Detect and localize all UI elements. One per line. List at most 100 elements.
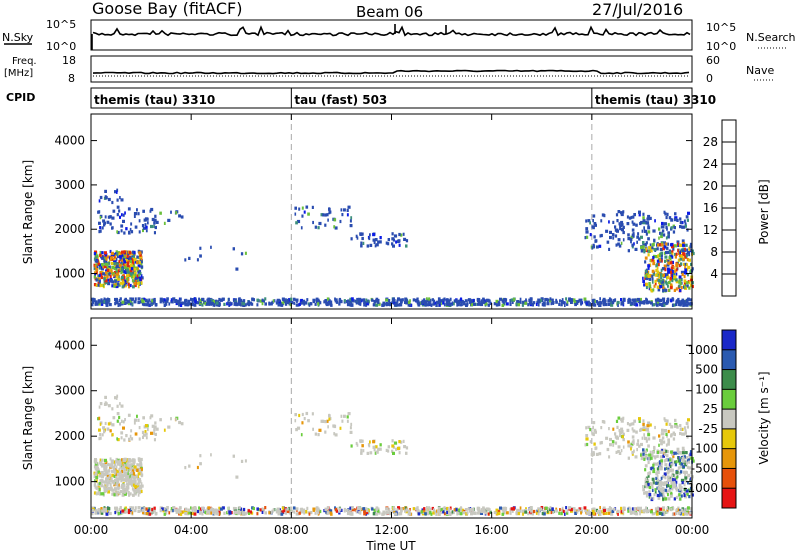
- power-mark: [150, 224, 154, 229]
- velocity-mark: [640, 453, 642, 457]
- velocity-mark: [284, 508, 287, 512]
- power-mark: [334, 299, 337, 303]
- power-mark: [661, 259, 663, 263]
- power-mark: [666, 275, 670, 280]
- velocity-mark: [317, 511, 320, 515]
- power-mark: [460, 297, 463, 301]
- velocity-mark: [133, 418, 138, 422]
- power-mark: [303, 301, 308, 305]
- power-mark: [164, 302, 168, 306]
- velocity-mark: [587, 511, 591, 515]
- velocity-mark: [684, 473, 686, 477]
- power-mark: [368, 236, 371, 241]
- power-mark: [97, 262, 100, 266]
- power-mark: [667, 261, 671, 265]
- power-mark: [626, 215, 629, 219]
- velocity-mark: [659, 493, 663, 497]
- power-mark: [607, 302, 612, 306]
- velocity-mark: [341, 419, 344, 423]
- velocity-mark: [661, 475, 665, 479]
- velocity-mark: [642, 448, 645, 452]
- velocity-mark: [655, 462, 658, 466]
- power-mark: [122, 258, 126, 262]
- velocity-mark: [644, 477, 648, 481]
- power-mark: [133, 271, 137, 275]
- velocity-mark: [683, 470, 685, 474]
- velocity-mark: [599, 512, 602, 516]
- velocity-mark: [372, 445, 376, 449]
- power-mark: [450, 302, 453, 306]
- velocity-mark: [238, 509, 241, 513]
- power-mark: [682, 243, 685, 247]
- velocity-mark: [416, 510, 420, 514]
- velocity-mark: [342, 414, 346, 418]
- power-mark: [286, 300, 290, 305]
- velocity-mark: [211, 510, 214, 515]
- power-mark: [400, 233, 403, 237]
- power-mark: [653, 238, 656, 242]
- power-mark: [300, 226, 303, 230]
- velocity-mark: [658, 491, 661, 495]
- power-mark: [388, 303, 392, 307]
- power-mark: [350, 237, 353, 241]
- velocity-mark: [325, 510, 328, 514]
- velocity-mark: [661, 467, 663, 471]
- power-mark: [129, 283, 132, 288]
- power-mark: [120, 229, 123, 233]
- power-mark: [95, 302, 98, 306]
- velocity-mark: [276, 507, 280, 511]
- velocity-mark: [363, 512, 367, 516]
- velocity-mark: [643, 457, 646, 461]
- velocity-mark: [360, 448, 363, 452]
- power-mark: [289, 303, 292, 307]
- velocity-mark: [564, 512, 566, 516]
- velocity-mark: [673, 424, 677, 428]
- power-mark: [645, 301, 649, 305]
- velocity-mark: [327, 425, 329, 429]
- velocity-mark: [569, 508, 573, 512]
- velocity-mark: [295, 507, 299, 511]
- power-mark: [453, 299, 456, 303]
- velocity-mark: [346, 419, 349, 423]
- power-x-ticks: [90, 114, 693, 309]
- velocity-mark: [387, 507, 391, 511]
- velocity-mark: [104, 507, 108, 511]
- velocity-mark: [618, 429, 621, 433]
- velocity-mark: [648, 485, 652, 490]
- velocity-mark: [473, 511, 476, 515]
- velocity-mark: [261, 507, 264, 511]
- velocity-mark: [517, 512, 521, 516]
- power-mark: [127, 207, 131, 211]
- velocity-mark: [120, 475, 123, 479]
- power-mark: [170, 298, 173, 302]
- velocity-mark: [98, 428, 101, 432]
- velocity-mark: [670, 474, 674, 478]
- power-mark: [648, 273, 652, 278]
- power-mark: [683, 270, 686, 275]
- power-mark: [118, 255, 122, 259]
- power-mark: [140, 276, 144, 280]
- power-mark: [509, 302, 512, 306]
- velocity-mark: [145, 432, 148, 436]
- power-mark: [610, 298, 613, 302]
- power-mark: [272, 299, 275, 303]
- power-mark: [393, 299, 396, 303]
- velocity-mark: [105, 477, 108, 481]
- velocity-mark: [295, 428, 298, 432]
- velocity-mark: [671, 460, 674, 464]
- power-mark: [559, 299, 561, 303]
- velocity-mark: [687, 473, 691, 477]
- power-mark: [666, 267, 670, 271]
- power-mark: [423, 298, 426, 302]
- power-mark: [670, 266, 674, 270]
- power-mark: [117, 269, 120, 273]
- velocity-mark: [131, 487, 134, 491]
- power-mark: [531, 303, 534, 307]
- velocity-colorbar-tick-label: 1000: [687, 343, 718, 357]
- power-mark: [376, 300, 380, 304]
- velocity-mark: [547, 507, 550, 511]
- velocity-mark: [208, 506, 212, 510]
- velocity-mark: [627, 444, 631, 448]
- velocity-mark: [139, 480, 142, 484]
- power-mark: [639, 300, 642, 304]
